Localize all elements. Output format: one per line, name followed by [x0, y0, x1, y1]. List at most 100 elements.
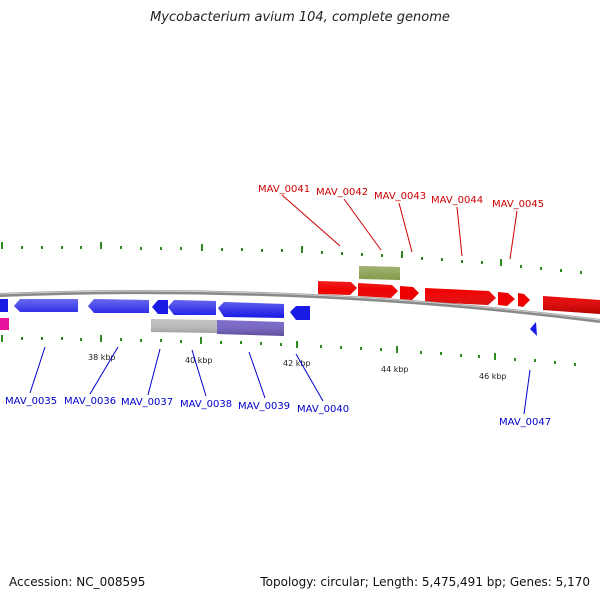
- scale-label: 44 kbp: [381, 365, 409, 374]
- reverse-genes: [0, 299, 537, 336]
- tick-mark: [580, 271, 582, 274]
- tick-mark: [494, 353, 496, 360]
- pink-feature: [0, 318, 9, 330]
- tick-mark: [241, 248, 243, 251]
- leader-line: [29, 346, 46, 394]
- leader-line: [509, 210, 518, 260]
- leader-line: [456, 206, 463, 257]
- gene-label-mav-0035: MAV_0035: [5, 396, 57, 407]
- tick-mark: [280, 343, 282, 346]
- forward-labels: MAV_0041 MAV_0042 MAV_0043 MAV_0044 MAV_…: [258, 184, 544, 210]
- leader-line: [281, 194, 341, 247]
- tick-mark: [381, 254, 383, 257]
- tick-mark: [120, 338, 122, 341]
- tick-mark: [281, 249, 283, 252]
- tick-mark: [514, 358, 516, 361]
- gene-label-mav-0045: MAV_0045: [492, 199, 544, 210]
- tick-mark: [478, 355, 480, 358]
- forward-label-lines: [281, 194, 518, 260]
- tick-mark: [320, 345, 322, 348]
- tick-mark: [200, 337, 202, 344]
- tick-mark: [41, 337, 43, 340]
- gene-label-mav-0037: MAV_0037: [121, 397, 173, 408]
- tick-mark: [534, 359, 536, 362]
- tick-mark: [341, 252, 343, 255]
- leader-line: [523, 369, 531, 415]
- gene-arrow: [0, 299, 8, 312]
- tick-mark: [221, 248, 223, 251]
- inner-tick-row: [1, 335, 576, 366]
- tick-mark: [140, 247, 142, 250]
- tick-mark: [441, 258, 443, 261]
- tick-mark: [160, 339, 162, 342]
- gene-label-mav-0041: MAV_0041: [258, 184, 310, 195]
- tick-mark: [360, 347, 362, 350]
- reverse-label-lines: [29, 346, 531, 415]
- tick-mark: [1, 242, 3, 249]
- tick-mark: [240, 341, 242, 344]
- outer-tick-row: [1, 242, 582, 274]
- tick-mark: [574, 363, 576, 366]
- gene-label-mav-0040: MAV_0040: [297, 404, 349, 415]
- leader-line: [147, 348, 161, 396]
- tick-mark: [261, 249, 263, 252]
- gene-label-mav-0038: MAV_0038: [180, 399, 232, 410]
- leader-line: [89, 346, 119, 395]
- leader-line: [343, 198, 382, 251]
- tick-mark: [80, 246, 82, 249]
- gene-arrow: [518, 293, 530, 307]
- tick-mark: [61, 246, 63, 249]
- tick-mark: [21, 337, 23, 340]
- scale-label: 38 kbp: [88, 353, 116, 362]
- scale-labels: 38 kbp 40 kbp 42 kbp 44 kbp 46 kbp: [88, 353, 507, 381]
- tick-mark: [220, 341, 222, 344]
- tick-mark: [1, 335, 3, 342]
- tick-mark: [160, 247, 162, 250]
- tick-mark: [420, 351, 422, 354]
- tick-mark: [180, 247, 182, 250]
- genome-backbone: [0, 290, 600, 323]
- gene-label-mav-0042: MAV_0042: [316, 187, 368, 198]
- tick-mark: [401, 251, 403, 258]
- leader-line: [191, 349, 207, 397]
- gene-label-mav-0039: MAV_0039: [238, 401, 290, 412]
- tick-mark: [301, 246, 303, 253]
- tick-mark: [396, 346, 398, 353]
- gene-label-mav-0047: MAV_0047: [499, 417, 551, 428]
- tick-mark: [560, 269, 562, 272]
- tick-mark: [140, 339, 142, 342]
- tick-mark: [120, 246, 122, 249]
- tick-mark: [296, 341, 298, 348]
- accession-text: Accession: NC_008595: [9, 575, 146, 589]
- gene-label-mav-0044: MAV_0044: [431, 195, 483, 206]
- tick-mark: [61, 337, 63, 340]
- gene-label-mav-0036: MAV_0036: [64, 396, 116, 407]
- tick-mark: [201, 244, 203, 251]
- tick-mark: [500, 259, 502, 266]
- tick-mark: [21, 246, 23, 249]
- tick-mark: [361, 253, 363, 256]
- scale-label: 46 kbp: [479, 372, 507, 381]
- tick-mark: [460, 354, 462, 357]
- tick-mark: [340, 346, 342, 349]
- leader-line: [248, 351, 266, 399]
- tick-mark: [421, 257, 423, 260]
- tick-mark: [100, 335, 102, 342]
- leader-line: [398, 202, 413, 253]
- gene-arrow: [400, 286, 419, 300]
- scale-label: 40 kbp: [185, 356, 213, 365]
- tick-mark: [461, 260, 463, 263]
- tick-mark: [321, 251, 323, 254]
- gene-label-mav-0043: MAV_0043: [374, 191, 426, 202]
- tick-mark: [260, 342, 262, 345]
- tick-mark: [540, 267, 542, 270]
- reverse-labels: MAV_0035 MAV_0036 MAV_0037 MAV_0038 MAV_…: [5, 396, 551, 428]
- tick-mark: [440, 352, 442, 355]
- tick-mark: [80, 338, 82, 341]
- gene-arrow: [152, 300, 168, 314]
- tick-mark: [100, 242, 102, 249]
- tick-mark: [41, 246, 43, 249]
- tick-mark: [554, 361, 556, 364]
- tick-mark: [520, 265, 522, 268]
